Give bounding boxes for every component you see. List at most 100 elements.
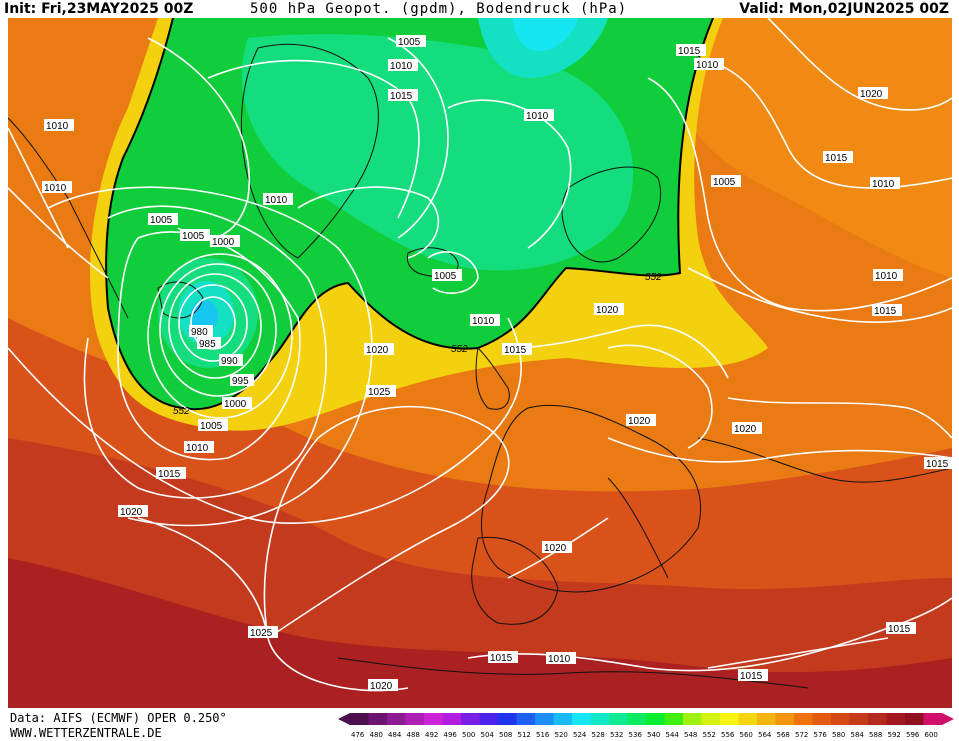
- isobar-label: 1005: [713, 177, 736, 188]
- colorbar-tick-label: 588: [869, 731, 882, 739]
- isobar-label: 1005: [182, 231, 205, 242]
- isobar-label: 1020: [860, 89, 883, 100]
- colorbar-swatch: [405, 713, 425, 725]
- colorbar-tick-label: 596: [906, 731, 920, 739]
- colorbar-swatch: [609, 713, 628, 725]
- isobar-label: 1010: [548, 654, 571, 665]
- isobar-label: 1000: [224, 399, 247, 410]
- isobar-label: 1015: [504, 345, 527, 356]
- colorbar-swatch: [683, 713, 702, 725]
- isobar-labels: 1005 1010 1015 1010 1015 1010 1010 1010 …: [42, 35, 952, 692]
- isobar-label: 1015: [490, 653, 513, 664]
- geopotential-field-528: [513, 18, 578, 52]
- colorbar-swatch: [387, 713, 406, 725]
- colorbar-swatch: [720, 713, 739, 725]
- isobar-label: 1020: [120, 507, 143, 518]
- isobar-label: 1010: [265, 195, 288, 206]
- colorbar-swatch: [553, 713, 573, 725]
- colorbar-tick-label: 476: [351, 731, 365, 739]
- isobar-label: 1010: [46, 121, 69, 132]
- colorbar-tick-label: 564: [758, 731, 772, 739]
- isobar-label: 1010: [44, 183, 67, 194]
- colorbar-tick-label: 540: [647, 731, 660, 739]
- colorbar-tick-label: 580: [832, 731, 845, 739]
- isobar-label: 985: [199, 339, 216, 350]
- colorbar-tick-label: 516: [536, 731, 550, 739]
- isobar-label: 1005: [434, 271, 457, 282]
- colorbar-swatch: [590, 713, 610, 725]
- isobar-label: 1010: [186, 443, 209, 454]
- color-scale-legend: 476 480 484 488 492 496 500 504 508 512 516 520 524 5…: [338, 713, 954, 739]
- isobar-label: 1015: [888, 624, 911, 635]
- colorbar-swatch: [812, 713, 832, 725]
- isobar-label: 1010: [872, 179, 895, 190]
- colorbar-swatch: [350, 713, 369, 725]
- colorbar-swatch: [442, 713, 462, 725]
- colorbar-swatch: [646, 713, 665, 725]
- colorbar-swatch: [498, 713, 517, 725]
- colorbar-swatch: [701, 713, 721, 725]
- colorbar-arrow-right: [942, 713, 954, 725]
- isobar-label: 1010: [696, 60, 719, 71]
- colorbar-swatch: [794, 713, 813, 725]
- colorbar-swatch: [664, 713, 684, 725]
- colorbar-swatch: [886, 713, 906, 725]
- colorbar-swatch: [757, 713, 776, 725]
- colorbar-tick-label: 484: [388, 731, 402, 739]
- colorbar-tick-label: 600: [925, 731, 938, 739]
- colorbar-tick-label: 556: [721, 731, 735, 739]
- isobar-label: 1020: [370, 681, 393, 692]
- isobar-label: 980: [191, 327, 208, 338]
- contour-552-label: 552: [173, 406, 190, 417]
- isobar-label: 1020: [544, 543, 567, 554]
- isobar-label: 990: [221, 356, 238, 367]
- colorbar-tick-label: 536: [629, 731, 643, 739]
- colorbar-tick-label: 496: [444, 731, 458, 739]
- colorbar-tick-label: 592: [888, 731, 901, 739]
- isobar-label: 1010: [875, 271, 898, 282]
- isobar-label: 1020: [596, 305, 619, 316]
- colorbar-swatch: [516, 713, 536, 725]
- colorbar-tick-label: 512: [518, 731, 531, 739]
- init-time: Init: Fri,23MAY2025 00Z: [4, 1, 194, 17]
- colorbar-tick-label: 524: [573, 731, 587, 739]
- contour-552-label: 552: [451, 344, 468, 355]
- isobar-label: 1005: [150, 215, 173, 226]
- colorbar-swatch: [461, 713, 480, 725]
- isobar-label: 1005: [398, 37, 421, 48]
- isobar-label: 1015: [926, 459, 949, 470]
- geopotential-field-572: [648, 18, 952, 278]
- isobar-label: 1020: [628, 416, 651, 427]
- colorbar-arrow-left: [338, 713, 350, 725]
- colorbar-swatch: [868, 713, 887, 725]
- colorbar-swatch: [775, 713, 795, 725]
- colorbar-swatch: [738, 713, 758, 725]
- colorbar-tick-label: 584: [851, 731, 865, 739]
- colorbar-tick-label: 572: [795, 731, 808, 739]
- colorbar-swatch: [424, 713, 443, 725]
- isobar-label: 1010: [526, 111, 549, 122]
- contour-552: [105, 18, 714, 411]
- colorbar-tick-label: 548: [684, 731, 697, 739]
- isobar-label: 1015: [740, 671, 763, 682]
- colorbar-tick-label: 488: [407, 731, 420, 739]
- colorbar-swatch: [627, 713, 647, 725]
- isobar-label: 1015: [874, 306, 897, 317]
- colorbar-swatch: [923, 713, 943, 725]
- isobar-label: 1015: [825, 153, 848, 164]
- colorbar-swatch: [849, 713, 869, 725]
- colorbar-swatch: [831, 713, 850, 725]
- colorbar-tick-label: 532: [610, 731, 623, 739]
- colorbar-swatch: [572, 713, 591, 725]
- contour-552-label: 552: [645, 272, 662, 283]
- colorbar-tick-label: 480: [370, 731, 383, 739]
- colorbar-swatch: [535, 713, 554, 725]
- isobar-label: 1025: [250, 628, 273, 639]
- weather-map: 552 552 552 1005 1010 1015 1010 1015 101…: [8, 18, 952, 708]
- valid-time: Valid: Mon,02JUN2025 00Z: [739, 1, 949, 17]
- colorbar-tick-label: 544: [666, 731, 680, 739]
- data-source: Data: AIFS (ECMWF) OPER 0.250°: [10, 711, 227, 725]
- isobar-label: 1000: [212, 237, 235, 248]
- colorbar-tick-label: 520: [555, 731, 568, 739]
- isobar-label: 1025: [368, 387, 391, 398]
